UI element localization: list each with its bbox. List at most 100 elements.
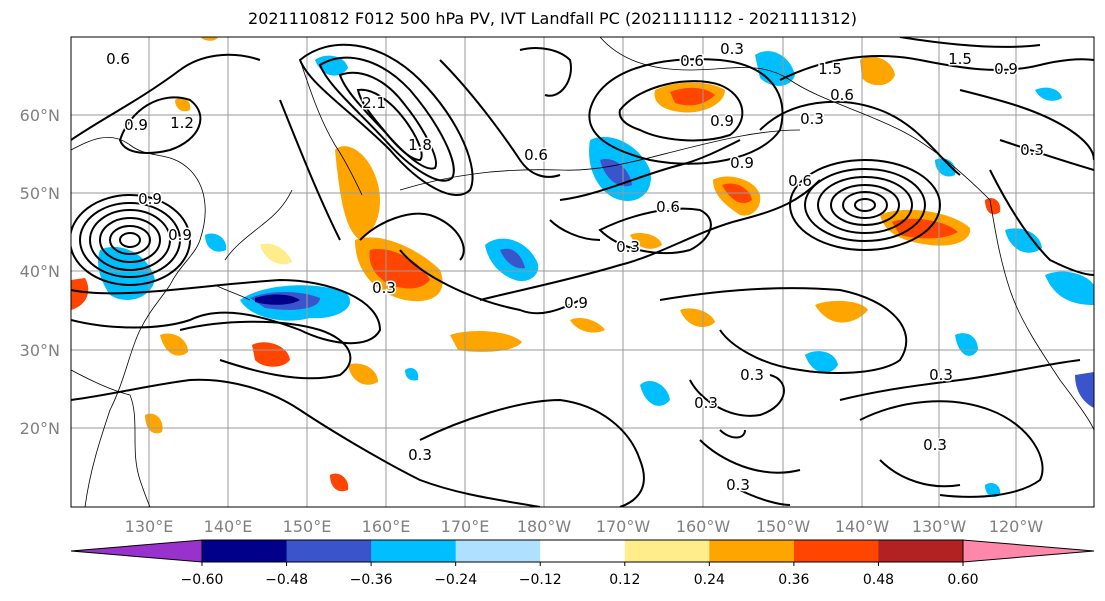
pos-anomaly-blob <box>985 198 1001 215</box>
contour-line <box>588 58 784 165</box>
contour-line <box>118 96 202 154</box>
contour-label: 0.6 <box>106 50 130 68</box>
contour-line <box>419 398 645 507</box>
contour-label: 0.9 <box>710 112 734 130</box>
colorbar: −0.60 −0.48 −0.36 −0.24 −0.12 0.12 0.24 0.36 0.4… <box>70 539 1095 588</box>
contour-line <box>109 225 151 255</box>
contour-label: 0.3 <box>800 110 824 128</box>
contour-label: 0.6 <box>830 86 854 104</box>
longitude-label: 130°W <box>912 517 967 536</box>
contour-line <box>804 168 926 242</box>
contour-label: 0.3 <box>740 366 764 384</box>
contour-line <box>899 37 1041 48</box>
contour-line <box>817 176 913 234</box>
contour-label: 1.2 <box>170 114 194 132</box>
colorbar-extend-low <box>70 539 203 563</box>
pos-anomaly-blob <box>200 37 218 41</box>
contour-line <box>279 99 341 241</box>
contour-line <box>759 100 961 176</box>
pos-anomaly-blob <box>369 249 430 289</box>
neg-anomaly-blob <box>405 368 419 381</box>
contour-line <box>839 359 1081 401</box>
latitude-label: 40°N <box>20 262 60 281</box>
colorbar-tick-label: 0.24 <box>694 572 725 588</box>
contour-line <box>854 198 876 212</box>
longitude-label: 150°E <box>283 517 332 536</box>
contour-label: 0.9 <box>138 190 162 208</box>
colorbar-tick-label: 0.12 <box>609 572 640 588</box>
colorbar-segment <box>793 540 879 562</box>
contour-line <box>699 439 801 474</box>
contour-line <box>830 184 900 226</box>
contour-line <box>689 374 785 417</box>
contour-label: 0.3 <box>923 436 947 454</box>
contour-label: 0.3 <box>372 279 396 297</box>
neg-anomaly-blob <box>1035 87 1062 101</box>
colorbar-tick-label: 0.48 <box>863 572 894 588</box>
coastline-china <box>71 369 151 507</box>
pos-anomaly-blob <box>892 218 958 239</box>
colorbar-tick-label: 0.36 <box>778 572 809 588</box>
latitude-label: 50°N <box>20 184 60 203</box>
contour-line <box>598 207 712 255</box>
contour-line <box>99 217 161 263</box>
contour-label: 0.9 <box>564 294 588 312</box>
longitude-label: 160°E <box>362 517 411 536</box>
pos-anomaly-blob <box>680 308 715 327</box>
colorbar-segment <box>286 540 372 562</box>
contour-label: 1.5 <box>818 60 842 78</box>
longitude-label: 150°W <box>756 517 811 536</box>
contour-line <box>71 53 261 141</box>
latitude-axis: 60°N 50°N 40°N 30°N 20°N <box>20 106 60 438</box>
contour-line <box>618 80 744 142</box>
contour-label: 0.3 <box>408 446 432 464</box>
colorbar-segment <box>624 540 710 562</box>
shaded-anomalies <box>71 37 1094 497</box>
colorbar-tick-label: −0.48 <box>265 572 308 588</box>
latitude-label: 60°N <box>20 106 60 125</box>
pv-contours <box>71 37 1094 507</box>
contour-line <box>989 169 1094 276</box>
colorbar-extend-high <box>962 539 1095 563</box>
neg-anomaly-blob <box>1075 372 1094 408</box>
longitude-label: 120°W <box>989 517 1044 536</box>
contour-label: 0.3 <box>1020 141 1044 159</box>
contour-line <box>559 139 741 201</box>
longitude-label: 170°W <box>596 517 651 536</box>
colorbar-tick-label: 0.60 <box>947 572 978 588</box>
contour-line <box>399 249 581 315</box>
contour-line <box>842 191 888 219</box>
colorbar-segment <box>878 540 964 562</box>
contour-line <box>549 219 601 241</box>
contour-line <box>479 179 821 301</box>
contour-line <box>71 378 541 507</box>
longitude-axis: 130°E 140°E 150°E 160°E 170°E 180°W 170°W 160°W… <box>125 517 1044 536</box>
colorbar-segment <box>371 540 457 562</box>
contour-line <box>519 47 572 97</box>
colorbar-tick-label: −0.36 <box>350 572 393 588</box>
contour-label: 1.5 <box>948 50 972 68</box>
contour-label: 0.9 <box>168 226 192 244</box>
pos-anomaly-blob <box>450 330 522 352</box>
neg-anomaly-blob <box>935 158 956 177</box>
longitude-label: 140°E <box>204 517 253 536</box>
contour-label: 0.3 <box>720 40 744 58</box>
colorbar-segment <box>709 540 795 562</box>
contour-label: 0.3 <box>694 394 718 412</box>
contour-line <box>318 56 455 182</box>
neg-anomaly-blob <box>600 159 632 187</box>
contour-label: 0.9 <box>994 60 1018 78</box>
contour-line <box>356 88 423 162</box>
contour-line <box>859 400 1044 498</box>
contour-line <box>79 202 181 278</box>
coastlines <box>71 37 1094 507</box>
neg-anomaly-blob <box>255 294 300 305</box>
colorbar-tick-label: −0.12 <box>519 572 562 588</box>
contour-label: 0.6 <box>680 52 704 70</box>
neg-anomaly-blob <box>640 380 670 406</box>
contour-label: 0.9 <box>124 116 148 134</box>
map-plot-area: 0.6 0.9 1.2 0.9 0.9 0.3 0.3 0.6 0.9 0.6 0.9 0.6 0.3 1… <box>71 37 1094 507</box>
coastline-na-west <box>989 199 1094 431</box>
colorbar-tick-label: −0.24 <box>434 572 477 588</box>
